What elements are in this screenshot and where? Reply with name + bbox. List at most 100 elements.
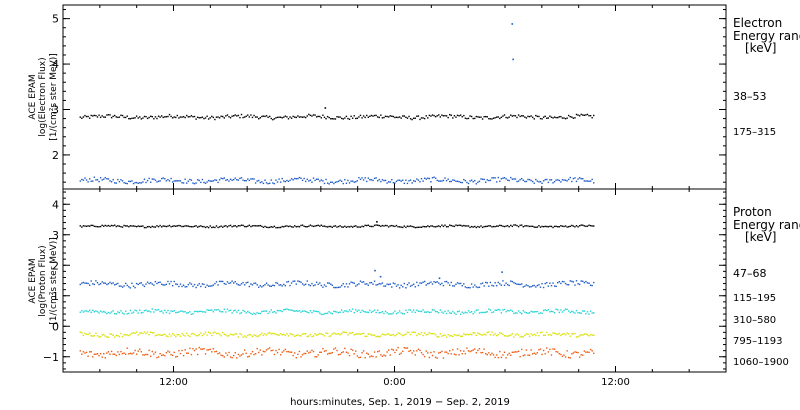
proton-series-2-point [480, 311, 482, 314]
electron-series-0-point [583, 114, 586, 117]
proton-series-1-point [519, 283, 521, 286]
proton-series-3-point [344, 331, 346, 333]
electron-series-1-point [461, 181, 463, 184]
proton-series-2-point [406, 311, 409, 314]
proton-series-2-point [531, 311, 534, 313]
proton-series-4-point [104, 357, 107, 359]
proton-series-1-point [555, 285, 557, 288]
proton-series-0-point [107, 224, 110, 227]
proton-series-1-point [508, 284, 510, 287]
proton-series-1-point [337, 286, 340, 289]
proton-series-2-point [369, 309, 371, 312]
electron-series-0-point [283, 116, 285, 118]
proton-series-2-point [222, 311, 224, 313]
proton-series-4-point [588, 351, 590, 354]
proton-series-0-point [441, 224, 443, 226]
proton-series-4-point [381, 355, 384, 358]
proton-series-2-point [143, 309, 146, 312]
proton-series-1-point [571, 280, 573, 283]
proton-series-1-point [402, 286, 404, 288]
electron-series-0-point [571, 116, 573, 118]
electron-series-0-point [187, 116, 189, 118]
proton-series-0-point [528, 225, 531, 228]
proton-series-2-point [320, 313, 323, 316]
proton-series-1-point [190, 283, 193, 285]
proton-series-2-point [436, 311, 438, 313]
proton-series-2-point [383, 312, 385, 315]
proton-series-4-point [142, 354, 144, 356]
proton-series-3-point [207, 331, 210, 334]
proton-series-2-point [110, 311, 113, 313]
electron-series-1-point [571, 180, 573, 183]
proton-series-2-point [491, 311, 493, 314]
proton-series-4-point [447, 352, 449, 355]
proton-series-3-point [262, 334, 265, 337]
proton-series-3-point [433, 332, 435, 335]
proton-series-2-point [524, 311, 526, 313]
proton-series-2-point [211, 309, 213, 311]
proton-series-1-point [301, 283, 304, 285]
proton-series-0-point [499, 224, 501, 227]
electron-series-1-point [279, 181, 282, 183]
electron-series-0-point [234, 114, 236, 116]
proton-series-4-point [344, 347, 346, 350]
proton-series-1-point [333, 286, 335, 289]
proton-outlier-point [374, 269, 376, 272]
proton-series-4-point [308, 352, 310, 354]
x-tick-label: 12:00 [601, 377, 630, 388]
proton-series-1-point [593, 281, 595, 284]
proton-series-1-point [145, 283, 147, 285]
proton-series-2-point [103, 310, 105, 313]
proton-series-4-point [442, 357, 445, 359]
proton-series-2-point [431, 309, 434, 311]
electron-series-0-point [267, 116, 269, 119]
proton-series-4-point [334, 347, 337, 349]
proton-series-2-point [164, 309, 166, 312]
proton-series-0-point [391, 224, 393, 227]
proton-series-1-point [99, 283, 102, 285]
proton-series-4-point [528, 354, 531, 357]
proton-series-2-point [134, 309, 136, 312]
electron-series-1-point [178, 180, 180, 182]
proton-series-2-point [101, 311, 103, 313]
electron-series-0-point [577, 114, 579, 116]
proton-series-2-point [459, 313, 462, 315]
proton-series-3-point [361, 332, 363, 335]
proton-series-1-point [358, 283, 360, 285]
proton-series-3-point [580, 333, 582, 336]
electron-series-0-point [486, 116, 488, 118]
proton-series-0-point [236, 226, 238, 228]
proton-series-4-point [143, 354, 146, 356]
proton-series-3-point [480, 333, 482, 336]
proton-series-1-point [364, 283, 366, 285]
proton-series-0-point [394, 225, 396, 228]
proton-series-2-point [564, 308, 567, 310]
proton-series-4-point [555, 350, 557, 353]
electron-series-0-point [156, 117, 158, 120]
proton-series-3-point [137, 334, 139, 336]
proton-series-3-point [425, 334, 427, 336]
proton-series-3-point [110, 333, 113, 335]
electron-series-0-point [535, 114, 537, 117]
proton-series-1-point [248, 285, 251, 288]
proton-series-2-point [340, 309, 343, 311]
proton-series-3-point [192, 332, 194, 335]
electron-series-1-point [517, 180, 520, 182]
proton-series-0-point [356, 226, 359, 228]
proton-series-0-point [495, 225, 498, 227]
proton-series-4-point [193, 349, 196, 352]
electron-series-0-point [315, 116, 318, 118]
proton-series-3-point [128, 334, 130, 337]
proton-series-0-point [336, 226, 338, 228]
proton-series-4-point [522, 354, 524, 357]
proton-series-4-point [200, 348, 202, 350]
proton-series-1-point [276, 282, 279, 285]
electron-series-1-point [98, 180, 100, 183]
proton-series-1-point [552, 282, 554, 284]
proton-series-1-point [168, 283, 171, 285]
proton-series-2-point [486, 311, 488, 313]
proton-series-4-point [162, 354, 164, 356]
proton-series-4-point [276, 351, 279, 354]
proton-series-1-point [79, 283, 81, 286]
electron-series-1-point [436, 179, 438, 182]
